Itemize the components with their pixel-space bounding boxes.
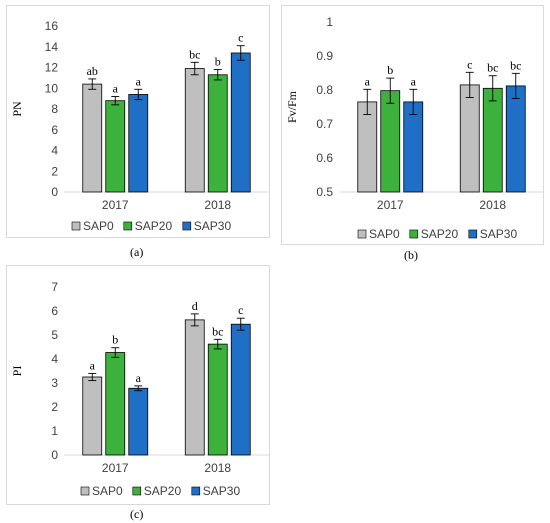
significance-label: b bbox=[387, 63, 393, 77]
y-tick-label: 4 bbox=[51, 144, 58, 158]
bar bbox=[105, 352, 126, 456]
y-tick-label: 4 bbox=[51, 352, 58, 366]
bar bbox=[82, 83, 103, 193]
significance-label: a bbox=[136, 371, 142, 385]
caption-b: (b) bbox=[404, 248, 418, 262]
bar bbox=[207, 74, 228, 193]
legend-swatch bbox=[132, 486, 142, 496]
y-tick-label: 0 bbox=[51, 185, 58, 199]
y-tick-label: 6 bbox=[51, 304, 58, 318]
significance-label: bc bbox=[510, 58, 521, 72]
significance-label: a bbox=[136, 74, 142, 88]
legend-swatch bbox=[191, 486, 201, 496]
legend-label: SAP0 bbox=[369, 227, 400, 241]
legend-label: SAP0 bbox=[83, 219, 114, 233]
significance-label: a bbox=[411, 74, 417, 88]
y-tick-label: 14 bbox=[45, 40, 59, 54]
bar bbox=[128, 94, 149, 193]
y-tick-label: 2 bbox=[51, 400, 58, 414]
y-tick-label: 0.7 bbox=[316, 117, 333, 131]
y-tick-label: 10 bbox=[45, 81, 59, 95]
caption-a: (a) bbox=[130, 245, 144, 259]
significance-label: d bbox=[192, 299, 198, 313]
significance-label: a bbox=[90, 358, 96, 372]
x-tick-label: 2017 bbox=[102, 198, 129, 212]
y-tick-label: 7 bbox=[51, 280, 58, 294]
panel-a: 0 2 4 6 8 10 12 14 16 PN 2017 ab a a 2018 bc b c SAP0 SAP20… bbox=[6, 5, 270, 238]
significance-label: bc bbox=[487, 61, 498, 75]
chart-b: 0.5 0.6 0.7 0.8 0.9 1 Fv/Fm 2017 a b a 2018 c bc bc SAP… bbox=[285, 15, 544, 241]
legend-label: SAP30 bbox=[480, 227, 518, 241]
legend-label: SAP20 bbox=[144, 484, 182, 498]
significance-label: a bbox=[365, 74, 371, 88]
significance-label: b bbox=[215, 55, 221, 69]
significance-label: bc bbox=[189, 47, 200, 61]
legend-swatch bbox=[409, 229, 419, 239]
legend-swatch bbox=[468, 229, 478, 239]
y-tick-label: 0.8 bbox=[316, 83, 333, 97]
legend-label: SAP30 bbox=[203, 484, 241, 498]
bar bbox=[184, 68, 205, 193]
bar bbox=[82, 376, 103, 456]
caption-c: (c) bbox=[130, 507, 144, 521]
legend-swatch bbox=[71, 221, 81, 231]
y-axis-label: Fv/Fm bbox=[285, 90, 299, 123]
bar bbox=[459, 84, 480, 193]
y-tick-label: 2 bbox=[51, 164, 58, 178]
y-tick-label: 0.5 bbox=[316, 185, 333, 199]
y-axis-label: PI bbox=[10, 366, 24, 377]
x-tick-label: 2018 bbox=[479, 198, 506, 212]
legend-label: SAP20 bbox=[135, 219, 173, 233]
legend-swatch bbox=[123, 221, 133, 231]
panel-b: 0.5 0.6 0.7 0.8 0.9 1 Fv/Fm 2017 a b a 2018 c bc bc SAP… bbox=[281, 5, 544, 245]
bar bbox=[403, 101, 424, 193]
x-tick-label: 2018 bbox=[204, 198, 231, 212]
bar bbox=[128, 387, 149, 456]
y-tick-label: 0.9 bbox=[316, 49, 333, 63]
legend-label: SAP20 bbox=[421, 227, 459, 241]
y-tick-label: 0 bbox=[51, 448, 58, 462]
significance-label: c bbox=[238, 303, 243, 317]
significance-label: ab bbox=[87, 64, 98, 78]
y-tick-label: 8 bbox=[51, 102, 58, 116]
y-tick-label: 3 bbox=[51, 376, 58, 390]
y-tick-label: 16 bbox=[45, 19, 59, 33]
significance-label: b bbox=[112, 333, 118, 347]
x-tick-label: 2018 bbox=[204, 461, 231, 475]
significance-label: c bbox=[467, 57, 472, 71]
bar bbox=[505, 85, 526, 193]
legend-swatch bbox=[80, 486, 90, 496]
y-tick-label: 0.6 bbox=[316, 151, 333, 165]
y-axis-label: PN bbox=[10, 101, 24, 117]
legend-label: SAP0 bbox=[92, 484, 123, 498]
bar bbox=[357, 101, 378, 193]
bar bbox=[207, 343, 228, 456]
significance-label: a bbox=[113, 82, 119, 96]
chart-c: 0 1 2 3 4 5 6 7 PI 2017 a b a 2018 dbc c SAP0 SAP20 SAP30 bbox=[10, 280, 269, 498]
y-tick-label: 6 bbox=[51, 123, 58, 137]
bar bbox=[380, 90, 401, 193]
legend-label: SAP30 bbox=[194, 219, 232, 233]
bar bbox=[184, 319, 205, 456]
y-tick-label: 5 bbox=[51, 328, 58, 342]
bar bbox=[105, 100, 126, 193]
significance-label: c bbox=[238, 31, 243, 45]
bar bbox=[482, 87, 503, 193]
legend-swatch bbox=[357, 229, 367, 239]
panel-c: 0 1 2 3 4 5 6 7 PI 2017 a b a 2018 d bc c SAP0 SAP20 SAP30 bbox=[6, 265, 270, 505]
legend-swatch bbox=[182, 221, 192, 231]
x-tick-label: 2017 bbox=[377, 198, 404, 212]
bar bbox=[230, 323, 251, 456]
bar bbox=[230, 52, 251, 193]
y-tick-label: 1 bbox=[51, 424, 58, 438]
y-tick-label: 1 bbox=[326, 15, 333, 29]
significance-label: bc bbox=[212, 324, 223, 338]
x-tick-label: 2017 bbox=[102, 461, 129, 475]
y-tick-label: 12 bbox=[45, 61, 59, 75]
